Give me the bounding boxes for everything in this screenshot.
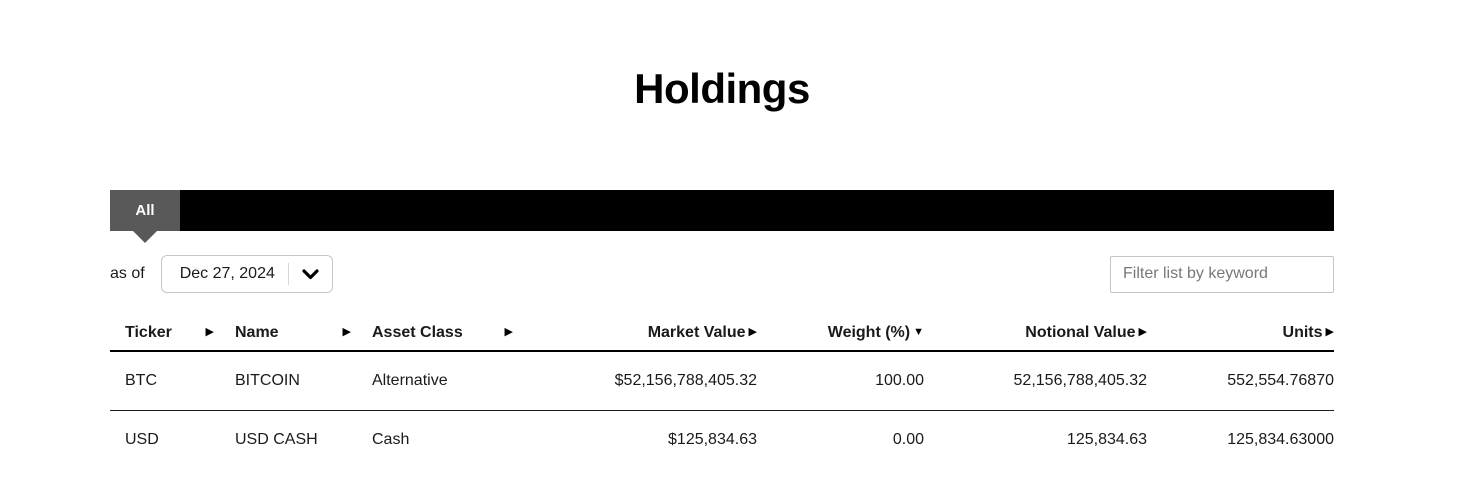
cell-name: BITCOIN <box>235 371 300 389</box>
sort-arrow-icon: ▶ <box>205 326 214 338</box>
holdings-table: Ticker ▶ Name ▶ Asset Class ▶ <box>110 315 1334 469</box>
cell-weight: 100.00 <box>875 371 924 389</box>
column-header-ticker[interactable]: Ticker ▶ <box>125 324 230 342</box>
cell-ticker: BTC <box>125 371 157 389</box>
as-of-label: as of <box>110 265 145 282</box>
cell-weight: 0.00 <box>757 409 924 469</box>
controls-row: as of Dec 27, 2024 <box>110 255 1334 293</box>
sort-arrow-icon: ▶ <box>342 326 351 338</box>
cell-units: 125,834.63000 <box>1147 409 1334 469</box>
cell-asset-class: Alternative <box>372 371 448 389</box>
column-label: Name <box>235 323 279 341</box>
cell-market-value: $125,834.63 <box>529 409 757 469</box>
sort-arrow-icon: ▶ <box>748 326 757 338</box>
column-label: Ticker <box>125 323 172 341</box>
column-label: Notional Value <box>1025 323 1136 341</box>
column-header-market-value[interactable]: Market Value ▶ <box>529 324 757 342</box>
column-header-notional-value[interactable]: Notional Value ▶ <box>924 324 1147 342</box>
date-select-divider <box>287 263 289 285</box>
table-row-btc: BTC BITCOIN Alternative $52,156,788,405.… <box>110 351 1334 410</box>
page-title: Holdings <box>634 65 810 112</box>
sort-arrow-icon: ▶ <box>1325 326 1334 338</box>
column-label: Weight (%) <box>827 323 911 341</box>
column-label: Asset Class <box>372 323 463 341</box>
filter-input[interactable] <box>1110 255 1334 293</box>
cell-notional-value: 52,156,788,405.32 <box>1013 371 1147 389</box>
sort-arrow-icon: ▶ <box>504 326 513 338</box>
cell-asset-class: Cash <box>367 409 529 469</box>
column-header-asset-class[interactable]: Asset Class ▶ <box>372 324 529 342</box>
active-tab-pointer-icon <box>133 231 157 243</box>
chevron-down-icon <box>302 268 319 280</box>
table-header-row: Ticker ▶ Name ▶ Asset Class ▶ <box>110 315 1334 352</box>
cell-market-value: $52,156,788,405.32 <box>614 371 757 389</box>
sort-desc-icon: ▼ <box>913 326 924 338</box>
as-of-group: as of Dec 27, 2024 <box>110 255 333 293</box>
tab-all-label: All <box>135 202 155 219</box>
cell-name: USD CASH <box>230 409 367 469</box>
column-label: Units <box>1282 323 1323 341</box>
column-header-name[interactable]: Name ▶ <box>235 324 367 342</box>
sort-arrow-icon: ▶ <box>1138 326 1147 338</box>
column-header-weight[interactable]: Weight (%) ▼ <box>757 324 924 342</box>
holdings-page: Holdings All as of Dec 27, 2024 <box>110 0 1334 469</box>
tab-bar: All <box>110 190 1334 243</box>
column-header-units[interactable]: Units ▶ <box>1147 324 1334 342</box>
as-of-date-value: Dec 27, 2024 <box>179 265 275 282</box>
table-row-usd: USD USD CASH Cash $125,834.63 0.00 125,8… <box>110 409 1334 469</box>
tab-all[interactable]: All <box>110 190 180 243</box>
as-of-date-select[interactable]: Dec 27, 2024 <box>160 255 333 293</box>
cell-ticker: USD <box>110 409 230 469</box>
cell-units: 552,554.76870 <box>1227 371 1334 389</box>
cell-notional-value: 125,834.63 <box>924 409 1147 469</box>
column-label: Market Value <box>647 323 746 341</box>
